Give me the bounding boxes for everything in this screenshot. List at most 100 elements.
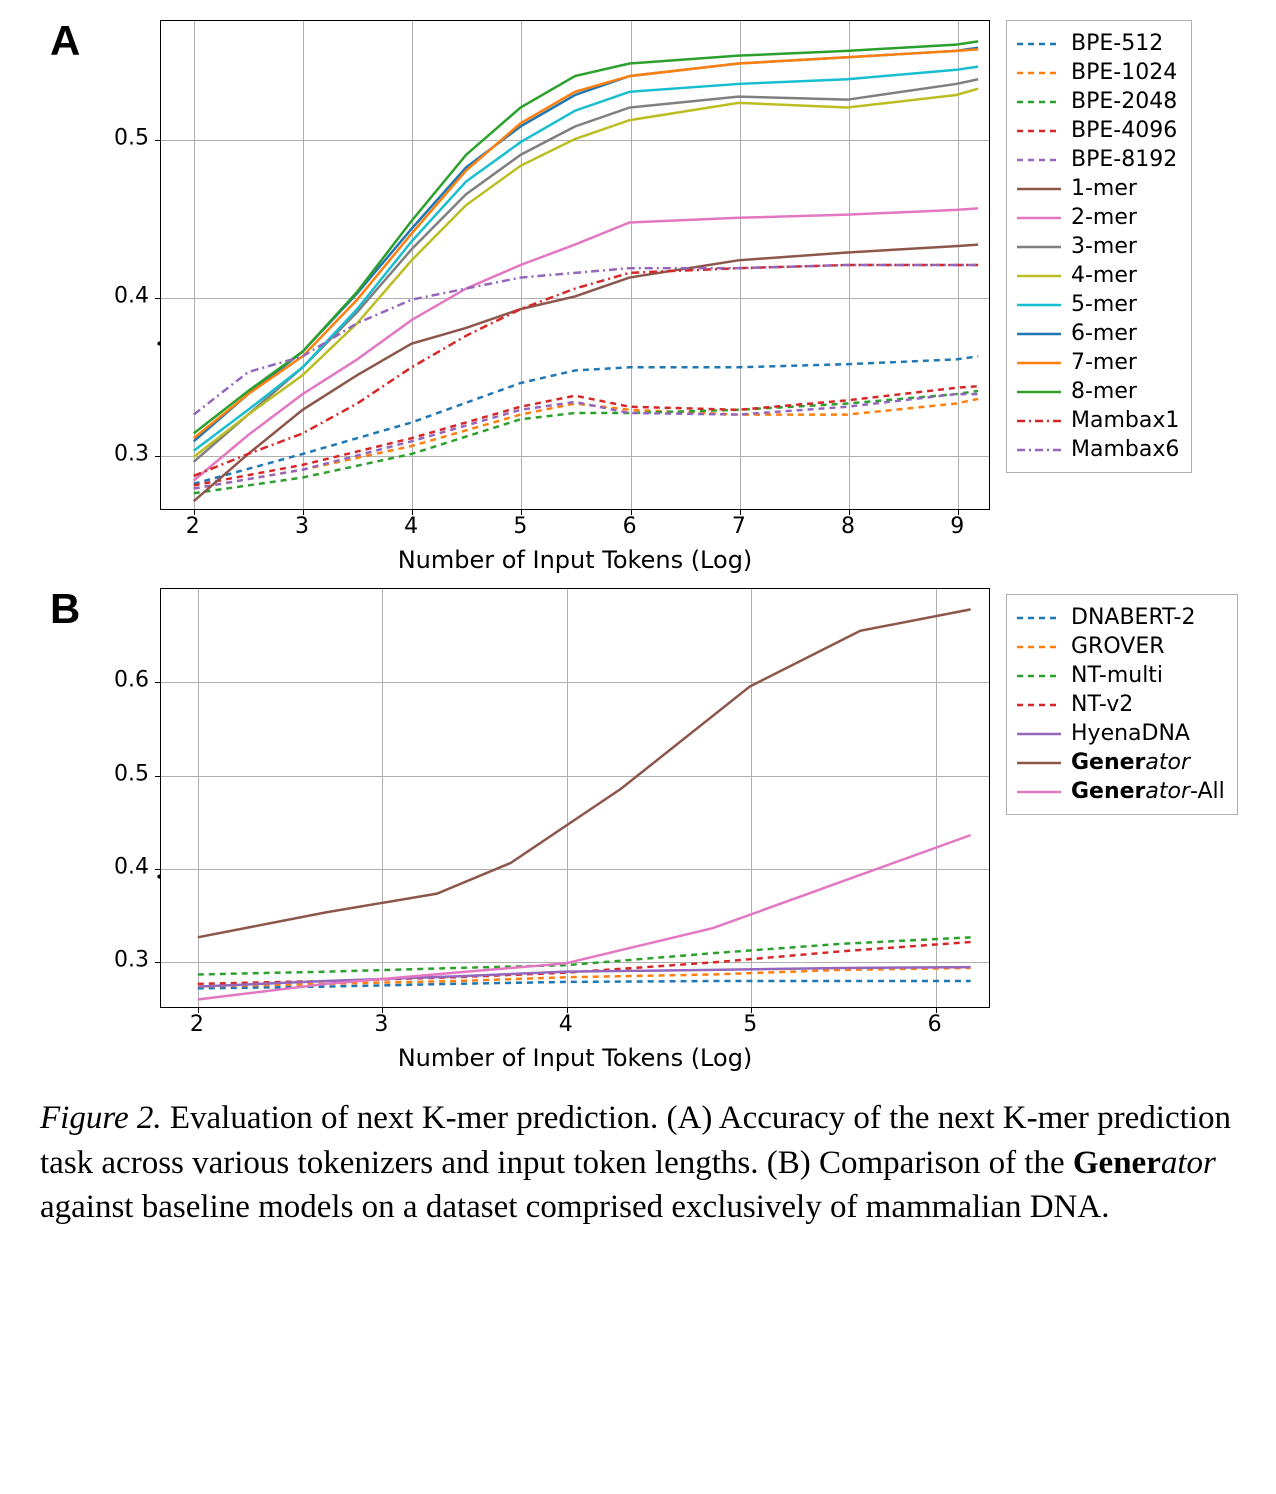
- panel-a-xticks: 23456789: [160, 514, 990, 540]
- legend-swatch: [1017, 383, 1061, 401]
- legend-label: GROVER: [1071, 634, 1165, 659]
- legend-swatch: [1017, 638, 1061, 656]
- legend-swatch: [1017, 725, 1061, 743]
- panel-a-legend: BPE-512 BPE-1024 BPE-2048 BPE-4096 BPE-8192 1…: [1006, 20, 1192, 473]
- legend-label: Mambax6: [1071, 437, 1179, 462]
- series-2-mer: [194, 208, 978, 480]
- caption-gener: Gener: [1073, 1145, 1161, 1181]
- series-BPE-1024: [194, 399, 978, 489]
- legend-item-5-mer: 5-mer: [1017, 290, 1179, 319]
- legend-item-6-mer: 6-mer: [1017, 319, 1179, 348]
- panel-a-row: A Accuracy 0.30.40.5 23456789 Number of …: [30, 20, 1246, 574]
- ytick-label: 0.4: [114, 855, 149, 880]
- panel-b-label: B: [30, 588, 110, 630]
- ytick-label: 0.5: [114, 761, 149, 786]
- legend-label: 2-mer: [1071, 205, 1137, 230]
- figure-page: A Accuracy 0.30.40.5 23456789 Number of …: [0, 0, 1276, 1260]
- legend-label: BPE-2048: [1071, 89, 1177, 114]
- legend-label: NT-multi: [1071, 663, 1163, 688]
- legend-swatch: [1017, 667, 1061, 685]
- panel-b-xticks: 23456: [160, 1012, 990, 1038]
- legend-label: HyenaDNA: [1071, 721, 1190, 746]
- legend-item-NT-multi: NT-multi: [1017, 661, 1225, 690]
- panel-a-plot-area: 0.30.40.5: [160, 20, 990, 510]
- legend-swatch: [1017, 64, 1061, 82]
- legend-swatch: [1017, 151, 1061, 169]
- caption-text-2: against baseline models on a dataset com…: [40, 1189, 1109, 1225]
- legend-label: Mambax1: [1071, 408, 1179, 433]
- panel-b-row: B Accuracy 0.30.40.50.6 23456 Number of …: [30, 588, 1246, 1072]
- legend-item-HyenaDNA: HyenaDNA: [1017, 719, 1225, 748]
- panel-a-chart-wrap: Accuracy 0.30.40.5 23456789 Number of In…: [160, 20, 990, 574]
- series-Generator-All: [198, 835, 971, 999]
- legend-label: Generator-All: [1071, 779, 1225, 804]
- panel-a-xlabel: Number of Input Tokens (Log): [160, 546, 990, 574]
- legend-item-GROVER: GROVER: [1017, 632, 1225, 661]
- ytick-label: 0.3: [114, 441, 149, 466]
- legend-swatch: [1017, 609, 1061, 627]
- legend-swatch: [1017, 238, 1061, 256]
- legend-label: 6-mer: [1071, 321, 1137, 346]
- ytick-label: 0.5: [114, 125, 149, 150]
- legend-item-Generator: Generator: [1017, 748, 1225, 777]
- series-1-mer: [194, 245, 978, 502]
- panel-b-plot-area: 0.30.40.50.6: [160, 588, 990, 1008]
- series-BPE-4096: [194, 386, 978, 485]
- legend-swatch: [1017, 754, 1061, 772]
- series-5-mer: [194, 67, 978, 451]
- legend-item-BPE-512: BPE-512: [1017, 29, 1179, 58]
- caption-text-1: Evaluation of next K-mer prediction. (A)…: [40, 1100, 1231, 1181]
- panel-b-svg: [161, 589, 989, 1007]
- legend-item-BPE-8192: BPE-8192: [1017, 145, 1179, 174]
- legend-item-7-mer: 7-mer: [1017, 348, 1179, 377]
- legend-label: Generator: [1071, 750, 1190, 775]
- figure-caption: Figure 2. Evaluation of next K-mer predi…: [30, 1096, 1246, 1230]
- legend-item-DNABERT-2: DNABERT-2: [1017, 603, 1225, 632]
- legend-item-2-mer: 2-mer: [1017, 203, 1179, 232]
- legend-label: BPE-4096: [1071, 118, 1177, 143]
- legend-swatch: [1017, 35, 1061, 53]
- legend-item-BPE-1024: BPE-1024: [1017, 58, 1179, 87]
- legend-item-BPE-2048: BPE-2048: [1017, 87, 1179, 116]
- legend-item-BPE-4096: BPE-4096: [1017, 116, 1179, 145]
- caption-figure-label: Figure 2.: [40, 1100, 162, 1136]
- panel-a-svg: [161, 21, 989, 509]
- legend-swatch: [1017, 783, 1061, 801]
- legend-swatch: [1017, 267, 1061, 285]
- legend-label: BPE-8192: [1071, 147, 1177, 172]
- legend-item-8-mer: 8-mer: [1017, 377, 1179, 406]
- legend-label: NT-v2: [1071, 692, 1133, 717]
- legend-label: 3-mer: [1071, 234, 1137, 259]
- legend-label: 5-mer: [1071, 292, 1137, 317]
- series-BPE-2048: [194, 391, 978, 493]
- legend-item-1-mer: 1-mer: [1017, 174, 1179, 203]
- legend-label: 8-mer: [1071, 379, 1137, 404]
- legend-item-Mambax6: Mambax6: [1017, 435, 1179, 464]
- legend-item-NT-v2: NT-v2: [1017, 690, 1225, 719]
- legend-item-Mambax1: Mambax1: [1017, 406, 1179, 435]
- ytick-label: 0.3: [114, 948, 149, 973]
- panel-b-xlabel: Number of Input Tokens (Log): [160, 1044, 990, 1072]
- legend-label: 7-mer: [1071, 350, 1137, 375]
- panel-b-chart-wrap: Accuracy 0.30.40.50.6 23456 Number of In…: [160, 588, 990, 1072]
- legend-swatch: [1017, 696, 1061, 714]
- legend-swatch: [1017, 354, 1061, 372]
- series-8-mer: [194, 41, 978, 433]
- legend-swatch: [1017, 412, 1061, 430]
- legend-swatch: [1017, 325, 1061, 343]
- legend-swatch: [1017, 441, 1061, 459]
- caption-ator: ator: [1161, 1145, 1216, 1181]
- legend-label: 1-mer: [1071, 176, 1137, 201]
- panel-b-legend: DNABERT-2GROVER NT-multi NT-v2 HyenaDNA Gene…: [1006, 594, 1238, 815]
- legend-label: 4-mer: [1071, 263, 1137, 288]
- series-BPE-512: [194, 356, 978, 483]
- legend-item-Generator-All: Generator-All: [1017, 777, 1225, 806]
- series-BPE-8192: [194, 394, 978, 489]
- legend-swatch: [1017, 180, 1061, 198]
- legend-label: BPE-512: [1071, 31, 1163, 56]
- legend-item-3-mer: 3-mer: [1017, 232, 1179, 261]
- series-Generator: [198, 609, 971, 937]
- ytick-label: 0.6: [114, 668, 149, 693]
- legend-label: BPE-1024: [1071, 60, 1177, 85]
- series-Mambax6: [194, 265, 978, 415]
